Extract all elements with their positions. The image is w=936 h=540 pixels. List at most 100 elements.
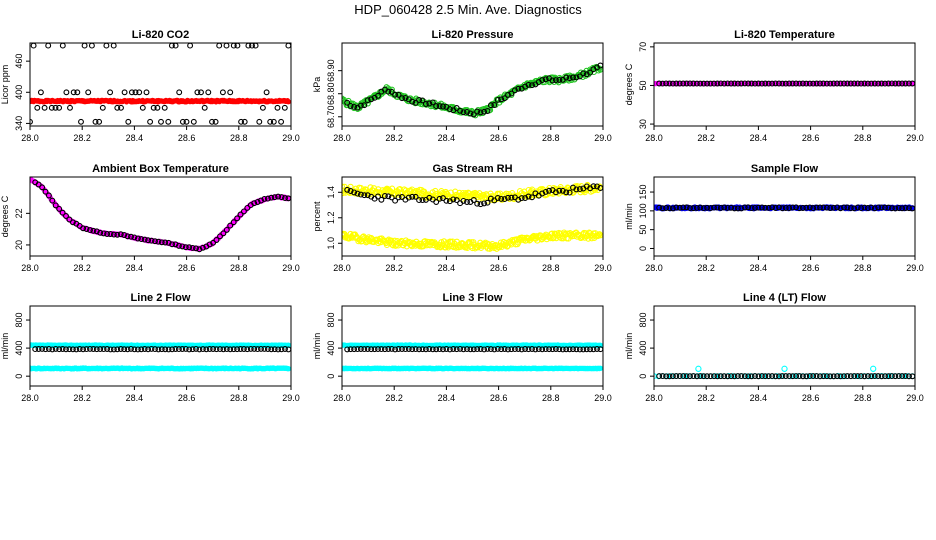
temp-avg-point	[882, 80, 888, 87]
temp-avg-point	[861, 80, 868, 87]
box-temp-avg-point	[141, 236, 148, 243]
pressure-avg-point	[364, 97, 371, 104]
sample-flow-avg-point	[656, 204, 663, 211]
co2-reference-point	[118, 104, 124, 111]
line4-avg-point	[844, 373, 851, 380]
line4-avg-point	[793, 373, 800, 380]
line4-avg-point	[782, 373, 789, 380]
temp-avg-point	[844, 80, 851, 87]
line3-flow-ytick-label: 0	[326, 374, 336, 379]
line3-avg-point	[477, 346, 484, 352]
box-temp-avg-point	[186, 244, 193, 251]
box-temp-avg-point	[145, 237, 152, 244]
line2-avg-point	[121, 346, 128, 353]
line3-avg-point	[546, 346, 553, 353]
sample-flow-avg-point	[704, 204, 711, 211]
line2-avg-point	[73, 346, 80, 353]
box-temp-points	[30, 177, 291, 253]
box-temp-avg-point	[128, 233, 134, 240]
line4-avg-point	[810, 373, 817, 380]
sample-flow-avg-point	[885, 204, 892, 211]
panel-co2: Li-820 CO2 Licor ppm 28.0 28.2 28.4 28.6 28.8 2…	[0, 29, 300, 143]
pressure-avg-point	[436, 103, 443, 110]
line4-avg-point	[834, 373, 841, 380]
co2-reference-point	[63, 89, 70, 96]
temp-avg-point	[789, 80, 796, 87]
line4-avg-point	[755, 373, 762, 380]
line3-avg-point	[487, 346, 494, 353]
box-temp-avg-point	[124, 233, 131, 240]
line2-avg-point	[234, 346, 241, 353]
pressure-avg-point	[422, 101, 429, 107]
line3-avg-point	[344, 346, 351, 353]
line2-avg-point	[134, 346, 141, 353]
pressure-avg-point	[440, 103, 446, 110]
temp-avg-point	[656, 80, 663, 87]
sample-flow-avg-point	[793, 204, 800, 211]
temp-avg-point	[707, 80, 714, 87]
box-temp-avg-point	[196, 246, 203, 253]
line2-avg-point	[90, 346, 97, 352]
line3-avg-point	[594, 346, 600, 352]
pressure-avg-point	[357, 102, 364, 109]
temp-avg-point	[697, 80, 704, 87]
co2-reference-point	[59, 43, 66, 49]
line3-avg-point	[549, 346, 556, 353]
line2-avg-point	[76, 346, 83, 352]
rh-xtick-label: 28.8	[542, 263, 560, 273]
pressure-avg-point	[570, 74, 576, 81]
temp-avg-point	[868, 80, 875, 87]
co2-xtick-label: 28.2	[73, 133, 91, 143]
line2-avg-point	[251, 345, 258, 352]
co2-reference-point	[132, 89, 139, 96]
temp-avg-point	[782, 80, 789, 87]
co2-reference-point	[161, 104, 168, 111]
rh-avg-point	[405, 194, 412, 201]
licor-temp-points	[654, 80, 915, 87]
line4-flow-ytick-label: 0	[638, 374, 648, 379]
pressure-avg-point	[388, 88, 395, 95]
rh-avg-point	[529, 194, 535, 201]
line2-flow-xtick-label: 29.0	[282, 393, 300, 403]
co2-points	[30, 43, 291, 125]
line3-flow-xtick-label: 28.6	[490, 393, 508, 403]
line4-avg-point	[827, 373, 834, 380]
temp-avg-point	[776, 80, 782, 87]
panel-sample-flow: Sample Flow ml/min 28.0 28.2 28.4 28.6 28.8 29.…	[624, 163, 924, 273]
temp-avg-point	[772, 80, 779, 87]
line4-avg-point	[837, 373, 844, 380]
line2-avg-point	[196, 346, 203, 353]
line4-spikes-point	[781, 365, 788, 372]
line4-avg-point	[803, 373, 810, 380]
line4-avg-point	[892, 373, 899, 380]
line4-avg-point	[772, 373, 779, 380]
line2-avg-point	[63, 346, 69, 353]
pressure-avg-point	[580, 70, 587, 77]
box-temp-avg-point	[131, 234, 138, 241]
line4-avg-point	[820, 373, 827, 380]
box-temp-avg-point	[110, 231, 117, 238]
co2-reference-point	[30, 43, 37, 49]
temp-avg-point	[745, 80, 752, 87]
box-temp-avg-point	[268, 194, 275, 201]
line3-avg-point	[484, 345, 491, 352]
sample-flow-avg-point	[851, 205, 858, 212]
line4-avg-point	[858, 373, 865, 380]
rh-xtick-label: 29.0	[594, 263, 612, 273]
box-temp-avg-point	[138, 236, 145, 243]
line4-avg-point	[799, 373, 806, 380]
line3-flow-xtick-label: 29.0	[594, 393, 612, 403]
co2-reference-point	[85, 89, 92, 96]
line4-avg-point	[779, 373, 786, 380]
line3-avg-point	[511, 346, 518, 353]
line4-flow-ylabel: ml/min	[624, 333, 634, 360]
line3-avg-point	[453, 346, 460, 353]
rh-avg-point	[385, 193, 392, 200]
sample-flow-avg-point	[782, 205, 789, 211]
line2-avg-point	[278, 346, 285, 353]
line2-avg-point	[45, 346, 52, 352]
rh-avg-point	[395, 194, 402, 201]
line4-avg-point	[806, 373, 813, 380]
rh-avg-point	[563, 189, 570, 196]
co2-ytick-label: 340	[14, 116, 24, 131]
